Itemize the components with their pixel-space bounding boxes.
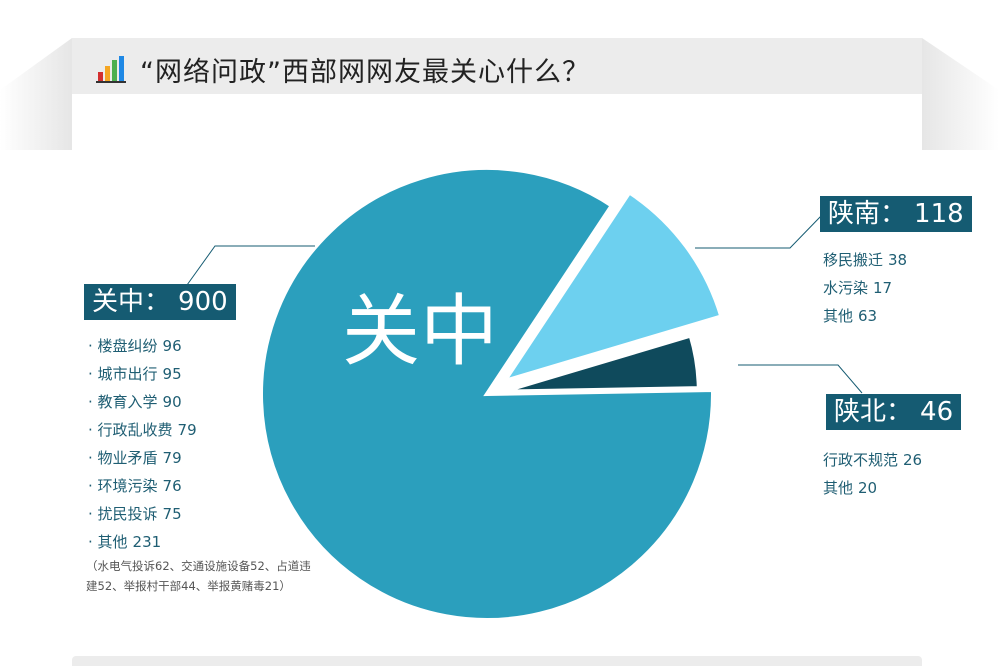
list-item: 其他 20 <box>823 474 922 502</box>
item-value: 17 <box>873 279 893 297</box>
header-ribbon <box>0 38 999 150</box>
pie-center-label: 关中 <box>342 287 498 377</box>
list-item: · 教育入学 90 <box>88 388 197 416</box>
list-item: 行政不规范 26 <box>823 446 922 474</box>
item-value: 38 <box>888 251 908 269</box>
region-sep: ： <box>144 287 171 317</box>
leader-line-shaanbei <box>738 364 863 394</box>
item-label: 其他 <box>823 479 854 497</box>
list-item: · 环境污染 76 <box>88 472 197 500</box>
issue-list-shaanbei: 行政不规范 26 其他 20 <box>823 446 922 502</box>
page-title: “网络问政”西部网网友最关心什么？ <box>140 56 590 88</box>
item-label: · 物业矛盾 <box>88 449 158 467</box>
list-item: · 其他 231 <box>88 528 197 556</box>
item-label: · 环境污染 <box>88 477 158 495</box>
leader-line-shaannan <box>695 214 823 249</box>
list-item: 水污染 17 <box>823 274 907 302</box>
other-note: （水电气投诉62、交通设施设备52、占道违建52、举报村干部44、举报黄赌毒21… <box>86 559 311 593</box>
item-label: · 其他 <box>88 533 128 551</box>
region-name: 陕南 <box>828 199 881 229</box>
item-value: 76 <box>162 477 182 495</box>
region-sep: ： <box>880 199 907 229</box>
region-label-guanzhong: 关中： 900 <box>84 284 236 320</box>
list-item: · 行政乱收费 79 <box>88 416 197 444</box>
item-value: 75 <box>162 505 182 523</box>
item-label: 水污染 <box>823 279 869 297</box>
item-value: 79 <box>177 421 197 439</box>
region-name: 关中 <box>92 287 145 317</box>
item-value: 95 <box>162 365 182 383</box>
pie-slice-shaannan <box>499 189 724 385</box>
item-label: 移民搬迁 <box>823 251 884 269</box>
title-bar: “网络问政”西部网网友最关心什么？ <box>96 44 590 94</box>
item-value: 63 <box>858 307 878 325</box>
leader-lines <box>186 214 863 394</box>
pie-slice-guanzhong <box>259 166 715 622</box>
item-value: 79 <box>162 449 182 467</box>
region-label-shaannan: 陕南： 118 <box>820 196 972 232</box>
item-value: 26 <box>903 451 923 469</box>
item-label: 其他 <box>823 307 854 325</box>
bar-chart-icon <box>96 56 126 83</box>
bottom-divider <box>72 656 922 666</box>
item-value: 231 <box>132 533 162 551</box>
item-label: · 教育入学 <box>88 393 158 411</box>
list-item: · 楼盘纠纷 96 <box>88 332 197 360</box>
list-item: · 扰民投诉 75 <box>88 500 197 528</box>
item-label: 行政不规范 <box>823 451 899 469</box>
item-label: · 扰民投诉 <box>88 505 158 523</box>
issue-list-shaannan: 移民搬迁 38 水污染 17 其他 63 <box>823 246 907 330</box>
issue-list-guanzhong: · 楼盘纠纷 96 · 城市出行 95 · 教育入学 90 · 行政乱收费 79 · 物业矛盾 7… <box>88 332 197 556</box>
region-total: 46 <box>920 397 954 427</box>
region-name: 陕北 <box>834 397 887 427</box>
item-label: · 行政乱收费 <box>88 421 173 439</box>
list-item: · 物业矛盾 79 <box>88 444 197 472</box>
item-value: 96 <box>162 337 182 355</box>
list-item: 移民搬迁 38 <box>823 246 907 274</box>
list-item: 其他 63 <box>823 302 907 330</box>
list-item: · 城市出行 95 <box>88 360 197 388</box>
item-label: · 楼盘纠纷 <box>88 337 158 355</box>
region-total: 118 <box>914 199 964 229</box>
pie-slice-shaanbei <box>502 333 701 394</box>
item-value: 20 <box>858 479 878 497</box>
region-total: 900 <box>178 287 228 317</box>
region-sep: ： <box>886 397 913 427</box>
region-label-shaanbei: 陕北： 46 <box>826 394 962 430</box>
item-label: · 城市出行 <box>88 365 158 383</box>
leader-line-guanzhong <box>186 245 315 286</box>
item-value: 90 <box>162 393 182 411</box>
